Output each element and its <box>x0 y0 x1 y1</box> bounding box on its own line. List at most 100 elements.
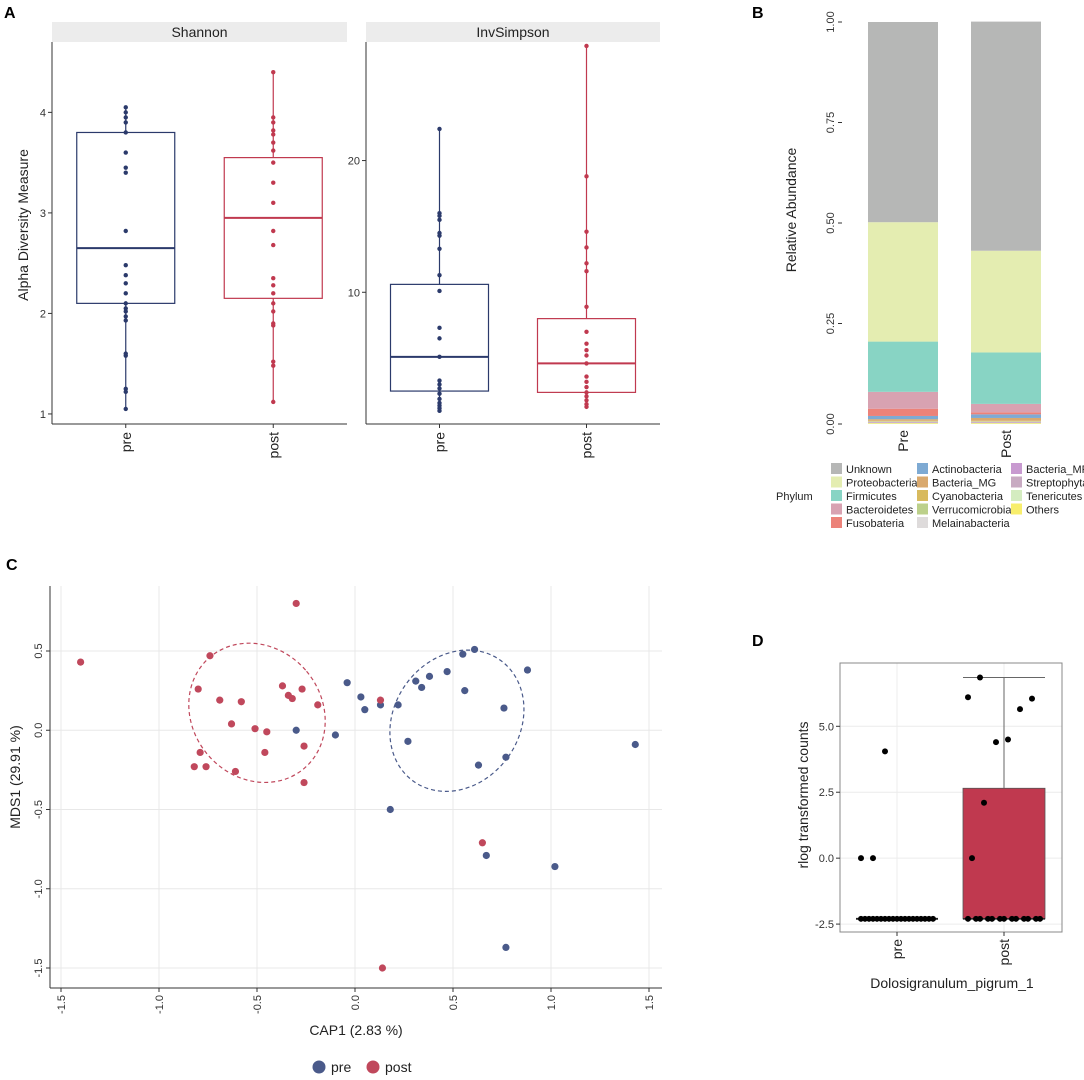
data-point-pre <box>461 687 469 695</box>
legend-label-unknown: Unknown <box>846 464 892 476</box>
data-point-post <box>1017 706 1023 713</box>
bar-segment-streptophyta <box>971 422 1041 423</box>
data-point-pre <box>361 706 369 714</box>
data-point-pre <box>425 672 434 680</box>
data-point-pre <box>123 150 128 155</box>
data-point-post <box>965 694 971 701</box>
y-tick-label: 5.0 <box>819 721 834 733</box>
bar-segment-unknown <box>971 21 1041 251</box>
legend-label-post: post <box>385 1059 412 1075</box>
data-point-pre <box>874 915 880 922</box>
confidence-ellipse-pre <box>389 649 525 792</box>
data-point-post <box>378 964 387 972</box>
bar-segment-bacteroidetes <box>868 391 938 409</box>
bar-segment-bacteria_mg <box>971 417 1041 421</box>
x-tick-label-post: post <box>579 432 595 459</box>
x-tick-label: -1.0 <box>154 995 166 1014</box>
data-point-pre <box>123 170 128 175</box>
bar-segment-actinobacteria <box>868 415 938 420</box>
data-point-pre <box>437 354 442 360</box>
panel-c: MDS1 (29.91 %) CAP1 (2.83 %) -1.5 -1.0 -0.… <box>7 586 662 1075</box>
y-tick-label: 20 <box>348 156 360 168</box>
data-point-post <box>271 276 276 281</box>
bar-segment-others <box>971 423 1041 424</box>
bar-segment-tenericutes <box>868 422 938 424</box>
phylum-legend-title: Phylum <box>776 491 813 503</box>
x-tick-label-post: Post <box>998 430 1014 458</box>
invsimpson-strip <box>366 22 660 42</box>
data-point-post <box>251 725 259 733</box>
legend-label-bacteria_mf: Bacteria_MF <box>1026 464 1084 476</box>
data-point-post <box>584 329 589 334</box>
panel-letter-c: C <box>6 557 18 574</box>
data-point-post <box>271 242 276 248</box>
data-point-pre <box>437 336 442 341</box>
legend-label-firmicutes: Firmicutes <box>846 491 897 503</box>
data-point-pre <box>470 645 479 654</box>
legend-label-melainabacteria: Melainabacteria <box>932 518 1011 530</box>
data-point-pre <box>437 230 442 236</box>
y-tick-label: 2 <box>40 308 46 320</box>
data-point-post <box>965 915 971 922</box>
bar-segment-others <box>868 423 938 424</box>
data-point-pre <box>437 396 442 402</box>
legend-label-bacteroidetes: Bacteroidetes <box>846 505 914 517</box>
box-post <box>962 787 1046 920</box>
y-tick-label: 0.75 <box>825 112 837 133</box>
data-point-pre <box>123 389 128 395</box>
shannon-strip-title: Shannon <box>171 24 227 40</box>
data-point-pre <box>404 737 412 745</box>
panel-d: rlog transformed counts Dolosigranulum_p… <box>795 662 1063 991</box>
x-tick-label-pre: pre <box>118 432 134 452</box>
data-point-pre <box>437 378 442 383</box>
data-point-pre <box>331 731 339 739</box>
ordination-plot: -1.5 -1.0 -0.5 0.0 0.5 1.0 1.5 -1.5 -1.0 -0.5 0.0 0… <box>33 586 662 1014</box>
legend-swatch-others <box>1011 503 1022 515</box>
bar-segment-tenericutes <box>971 422 1041 424</box>
data-point-post <box>584 174 589 179</box>
legend-swatch-cyanobacteria <box>917 490 928 501</box>
data-point-pre <box>437 386 442 391</box>
relative-abundance-ylabel: Relative Abundance <box>783 148 799 273</box>
data-point-post <box>973 915 979 922</box>
data-point-pre <box>523 666 532 674</box>
data-point-post <box>271 200 276 206</box>
legend-marker-post <box>366 1060 380 1074</box>
data-point-pre <box>500 704 508 712</box>
panel-letter-d: D <box>752 633 764 650</box>
data-point-post <box>261 748 269 757</box>
data-point-pre <box>886 915 892 922</box>
data-point-post <box>194 685 202 693</box>
data-point-post <box>1005 736 1011 743</box>
data-point-post <box>271 363 276 368</box>
legend-swatch-bacteroidetes <box>831 503 842 515</box>
data-point-pre <box>123 306 128 311</box>
legend-label-actinobacteria: Actinobacteria <box>932 464 1003 476</box>
bar-segment-verrucomicrobia <box>868 421 938 422</box>
data-point-pre <box>437 126 442 132</box>
y-tick-label: -1.0 <box>33 879 45 898</box>
bar-segment-melainabacteria <box>868 421 938 423</box>
cap1-xlabel: CAP1 (2.83 %) <box>309 1022 402 1038</box>
data-point-pre <box>123 314 128 319</box>
x-tick-label-pre: pre <box>889 939 905 959</box>
data-point-pre <box>123 351 128 356</box>
data-point-pre <box>437 288 442 294</box>
data-point-post <box>298 685 306 693</box>
data-point-pre <box>357 693 365 701</box>
data-point-post <box>478 839 486 847</box>
data-point-pre <box>551 862 559 871</box>
data-point-post <box>271 283 276 288</box>
legend-label-streptophyta: Streptophyta <box>1026 478 1084 490</box>
legend-swatch-firmicutes <box>831 490 842 501</box>
bar-segment-proteobacteria <box>971 250 1041 353</box>
data-point-post <box>237 698 245 706</box>
data-point-pre <box>123 130 128 135</box>
data-point-pre <box>123 386 128 392</box>
legend-label-bacteria_mg: Bacteria_MG <box>932 478 996 490</box>
data-point-post <box>227 720 236 728</box>
data-point-pre <box>123 228 128 234</box>
data-point-pre <box>123 105 128 110</box>
x-tick-label-post: post <box>996 939 1012 966</box>
data-point-post <box>584 394 589 399</box>
